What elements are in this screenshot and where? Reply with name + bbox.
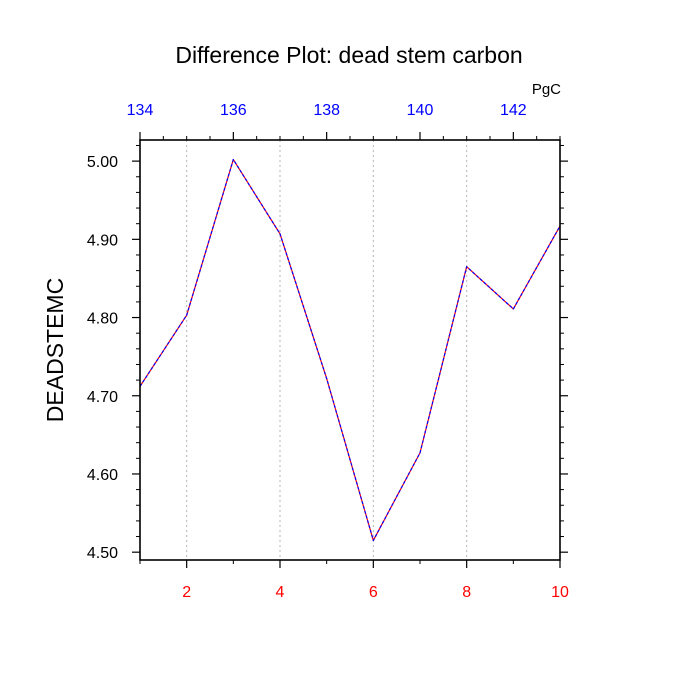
y-tick-label: 4.80 [87,311,118,328]
top-tick-label: 134 [127,102,154,119]
y-tick-label: 4.60 [87,467,118,484]
x-tick-label: 4 [276,584,285,601]
x-tick-label: 8 [462,584,471,601]
series-layer [139,158,561,542]
y-axis-label: DEADSTEMC [42,278,68,422]
data-point [279,233,281,235]
data-point [186,314,188,316]
series-line-dashed [139,158,561,542]
units-label: PgC [532,81,561,98]
data-point [512,308,514,310]
data-point [372,539,374,542]
y-tick-label: 4.90 [87,232,118,249]
data-point [419,452,421,454]
data-point [466,266,468,268]
x-tick-label: 6 [369,584,378,601]
minor-ticks [136,136,564,564]
x-tick-label: 10 [551,584,569,601]
tick-labels: 2 4 6 8 10 134 136 138 140 142 4.50 4.60 4.70 4.80 4.9… [87,102,569,601]
series-line-base [139,158,561,542]
major-ticks [132,132,568,568]
top-tick-label: 140 [407,102,434,119]
top-tick-label: 136 [220,102,247,119]
y-tick-label: 4.50 [87,545,118,562]
plot-frame [139,139,561,561]
top-tick-label: 142 [500,102,527,119]
y-tick-label: 5.00 [87,154,118,171]
chart-title: Difference Plot: dead stem carbon [175,42,522,68]
vertical-grid-lines [186,140,468,560]
y-tick-label: 4.70 [87,389,118,406]
x-tick-label: 2 [182,584,191,601]
data-point [232,158,234,161]
data-point [326,377,328,380]
top-tick-label: 138 [313,102,340,119]
